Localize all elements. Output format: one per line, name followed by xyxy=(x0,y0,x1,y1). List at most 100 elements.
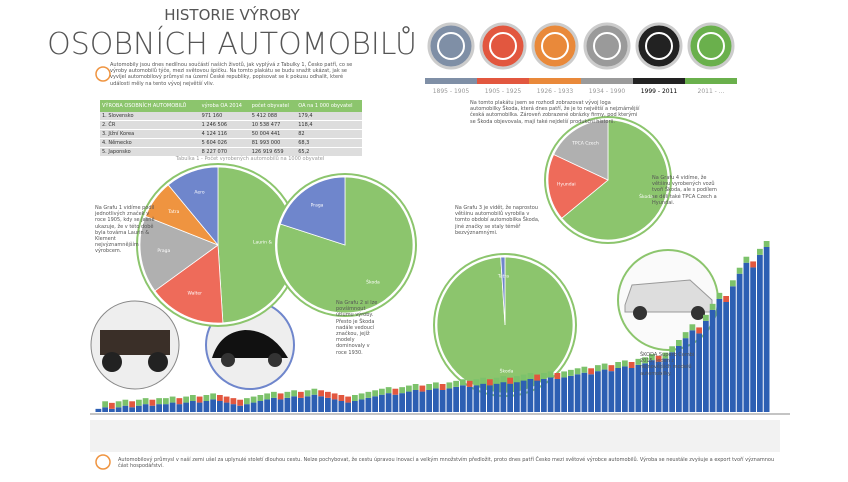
bar xyxy=(379,395,385,412)
bar xyxy=(507,384,513,412)
table-row: 2. ČR1 246 50610 538 477118,4 xyxy=(100,121,362,130)
bar xyxy=(136,406,142,412)
logo xyxy=(429,24,473,68)
logo xyxy=(689,24,733,68)
bar xyxy=(123,406,129,412)
table-cell: 50 004 441 xyxy=(250,130,297,139)
bar xyxy=(264,399,270,412)
change-cap xyxy=(514,376,520,382)
graf3-note: Na Grafu 3 je vidět, že naprostou většin… xyxy=(455,205,540,236)
bar xyxy=(595,371,601,412)
table-cell: 5 604 026 xyxy=(200,139,250,148)
slice-label: Tatra xyxy=(497,273,509,279)
timeline-label: 2011 - ... xyxy=(698,88,725,95)
bar xyxy=(251,403,257,412)
change-cap xyxy=(278,393,284,399)
timeline-segment xyxy=(425,78,477,84)
change-cap xyxy=(609,365,615,371)
table-cell: 4. Německo xyxy=(100,139,200,148)
change-cap xyxy=(379,389,385,395)
graf2-note: Na Grafu 2 si lze povšimnout útlumu výro… xyxy=(336,300,380,356)
bar xyxy=(426,390,432,412)
table-cell: 2. ČR xyxy=(100,121,200,130)
column-header: počet obyvatel xyxy=(250,100,297,112)
change-cap xyxy=(561,371,567,377)
change-cap xyxy=(723,296,729,302)
bar xyxy=(575,374,581,412)
change-cap xyxy=(494,378,500,384)
bar xyxy=(406,392,412,412)
bar xyxy=(440,390,446,412)
bar xyxy=(332,399,338,412)
slice-label: Praga xyxy=(157,248,170,254)
change-cap xyxy=(676,340,682,346)
change-cap xyxy=(501,376,507,382)
timeline-label: 1895 - 1905 xyxy=(433,88,470,95)
change-cap xyxy=(298,392,304,398)
change-cap xyxy=(399,387,405,393)
change-cap xyxy=(582,367,588,373)
change-cap xyxy=(366,392,372,398)
change-cap xyxy=(595,365,601,371)
bar xyxy=(420,392,426,412)
table-caption: Tabulka 1 - Počet vyrobených automobilů … xyxy=(150,156,350,162)
intro-text: Automobily jsou dnes nedílnou součástí n… xyxy=(110,62,360,87)
timeline-segment xyxy=(685,78,737,84)
table-cell: 971 160 xyxy=(200,112,250,121)
bar xyxy=(352,401,358,412)
bar xyxy=(258,401,264,412)
change-cap xyxy=(258,395,264,401)
bar xyxy=(129,407,135,412)
change-cap xyxy=(345,397,351,403)
slice-label: Škoda xyxy=(639,193,653,200)
change-cap xyxy=(744,257,750,263)
bar xyxy=(231,404,237,412)
bar xyxy=(163,404,169,412)
change-cap xyxy=(615,362,621,368)
bar xyxy=(602,370,608,412)
change-cap xyxy=(750,261,756,267)
bar xyxy=(237,406,243,412)
bar xyxy=(399,393,405,412)
bar xyxy=(467,387,473,412)
bar xyxy=(521,381,527,412)
bar xyxy=(568,376,574,412)
change-cap xyxy=(271,392,277,398)
bar xyxy=(494,384,500,412)
change-cap xyxy=(136,400,142,406)
change-cap xyxy=(575,368,581,374)
table-row: 3. Jižní Korea4 124 11650 004 44182 xyxy=(100,130,362,139)
logo xyxy=(481,24,525,68)
change-cap xyxy=(318,390,324,396)
table-cell: 68,3 xyxy=(296,139,362,148)
change-cap xyxy=(555,373,561,379)
change-cap xyxy=(420,386,426,392)
change-cap xyxy=(163,398,169,404)
bar xyxy=(372,396,378,412)
change-cap xyxy=(325,392,331,398)
table-cell: 179,4 xyxy=(296,112,362,121)
change-cap xyxy=(764,241,770,247)
change-cap xyxy=(406,386,412,392)
change-cap xyxy=(305,390,311,396)
bar xyxy=(582,373,588,412)
logos-note: Na tomto plakátu jsem se rozhodl zobrazo… xyxy=(470,100,640,125)
bar xyxy=(143,404,149,412)
bar xyxy=(757,255,763,412)
bar xyxy=(366,398,372,412)
change-cap xyxy=(251,397,257,403)
bar xyxy=(723,302,729,412)
change-cap xyxy=(757,249,763,255)
change-cap xyxy=(123,400,129,406)
bar xyxy=(703,321,709,412)
change-cap xyxy=(426,384,432,390)
bar xyxy=(710,310,716,412)
bar xyxy=(514,382,520,412)
change-cap xyxy=(467,381,473,387)
change-cap xyxy=(129,401,135,407)
table-cell: 4 124 116 xyxy=(200,130,250,139)
change-cap xyxy=(244,398,250,404)
bar xyxy=(345,403,351,412)
